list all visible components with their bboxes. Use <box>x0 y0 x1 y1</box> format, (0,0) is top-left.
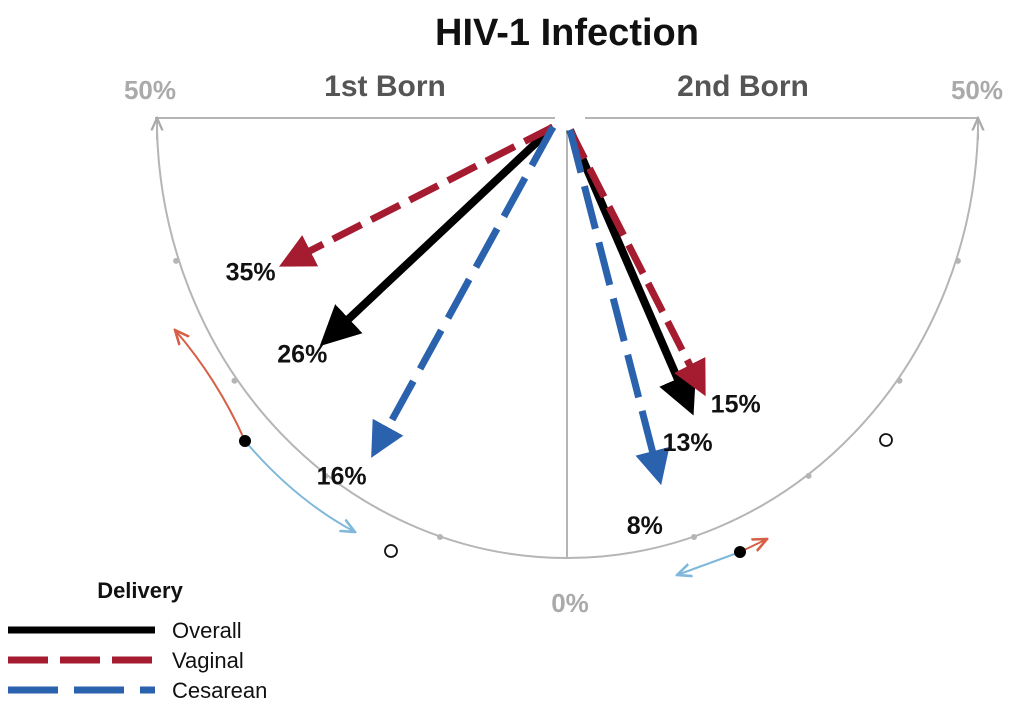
arrow-cesarean-2nd-born <box>566 129 670 486</box>
panel-label-1st-born: 1st Born <box>324 70 446 103</box>
open-circle-left <box>384 544 398 558</box>
marker-dot-left <box>239 435 251 447</box>
arrow-cesarean-1st-born <box>371 125 557 458</box>
axis-ticks <box>173 257 961 540</box>
axis-tick-dot <box>437 534 443 540</box>
data-label-overall-2nd-born: 13% <box>663 429 713 457</box>
chart-title: HIV-1 Infection <box>435 12 699 54</box>
axis-tick-dot <box>322 472 329 479</box>
axis-max-label-right: 50% <box>951 75 1003 105</box>
legend-label-overall: Overall <box>172 618 242 643</box>
axis-min-label: 0% <box>551 588 589 618</box>
open-circle-right <box>879 433 893 447</box>
data-label-cesarean-2nd-born: 8% <box>627 512 663 540</box>
axis-tick-dot <box>691 534 697 540</box>
legend-label-cesarean: Cesarean <box>172 678 267 703</box>
legend-label-vaginal: Vaginal <box>172 648 244 673</box>
increase-arc-left <box>175 330 246 442</box>
decrease-arc-left <box>244 440 355 532</box>
axis-tick-dot <box>954 257 961 264</box>
marker-dot-right <box>734 546 746 558</box>
data-arrows <box>279 123 706 486</box>
data-label-cesarean-1st-born: 16% <box>317 463 367 491</box>
axis-tick-dot <box>896 377 903 384</box>
radial-axis-frame <box>155 118 979 559</box>
change-indicator-right <box>677 433 893 575</box>
data-label-overall-1st-born: 26% <box>277 340 327 368</box>
change-indicator-left <box>175 330 398 558</box>
panel-label-2nd-born: 2nd Born <box>677 70 809 103</box>
data-labels: 26% 13% 35% 15% 16% 8% <box>226 259 761 541</box>
axis-arc-right <box>566 129 979 559</box>
arrow-vaginal-2nd-born <box>566 128 706 397</box>
data-label-vaginal-2nd-born: 15% <box>711 391 761 419</box>
axis-tick-dot <box>231 377 238 384</box>
axis-max-label-left: 50% <box>124 75 176 105</box>
arrow-vaginal-1st-born <box>279 123 555 267</box>
arrow-overall-1st-born <box>319 124 556 347</box>
legend-title: Delivery <box>97 578 183 603</box>
legend: Delivery Overall Vaginal Cesarean <box>8 578 267 703</box>
axis-arc-left <box>156 129 568 559</box>
axis-tick-dot <box>805 472 812 479</box>
data-label-vaginal-1st-born: 35% <box>226 259 276 287</box>
decrease-arc-right <box>677 551 741 575</box>
axis-tick-dot <box>173 257 180 264</box>
